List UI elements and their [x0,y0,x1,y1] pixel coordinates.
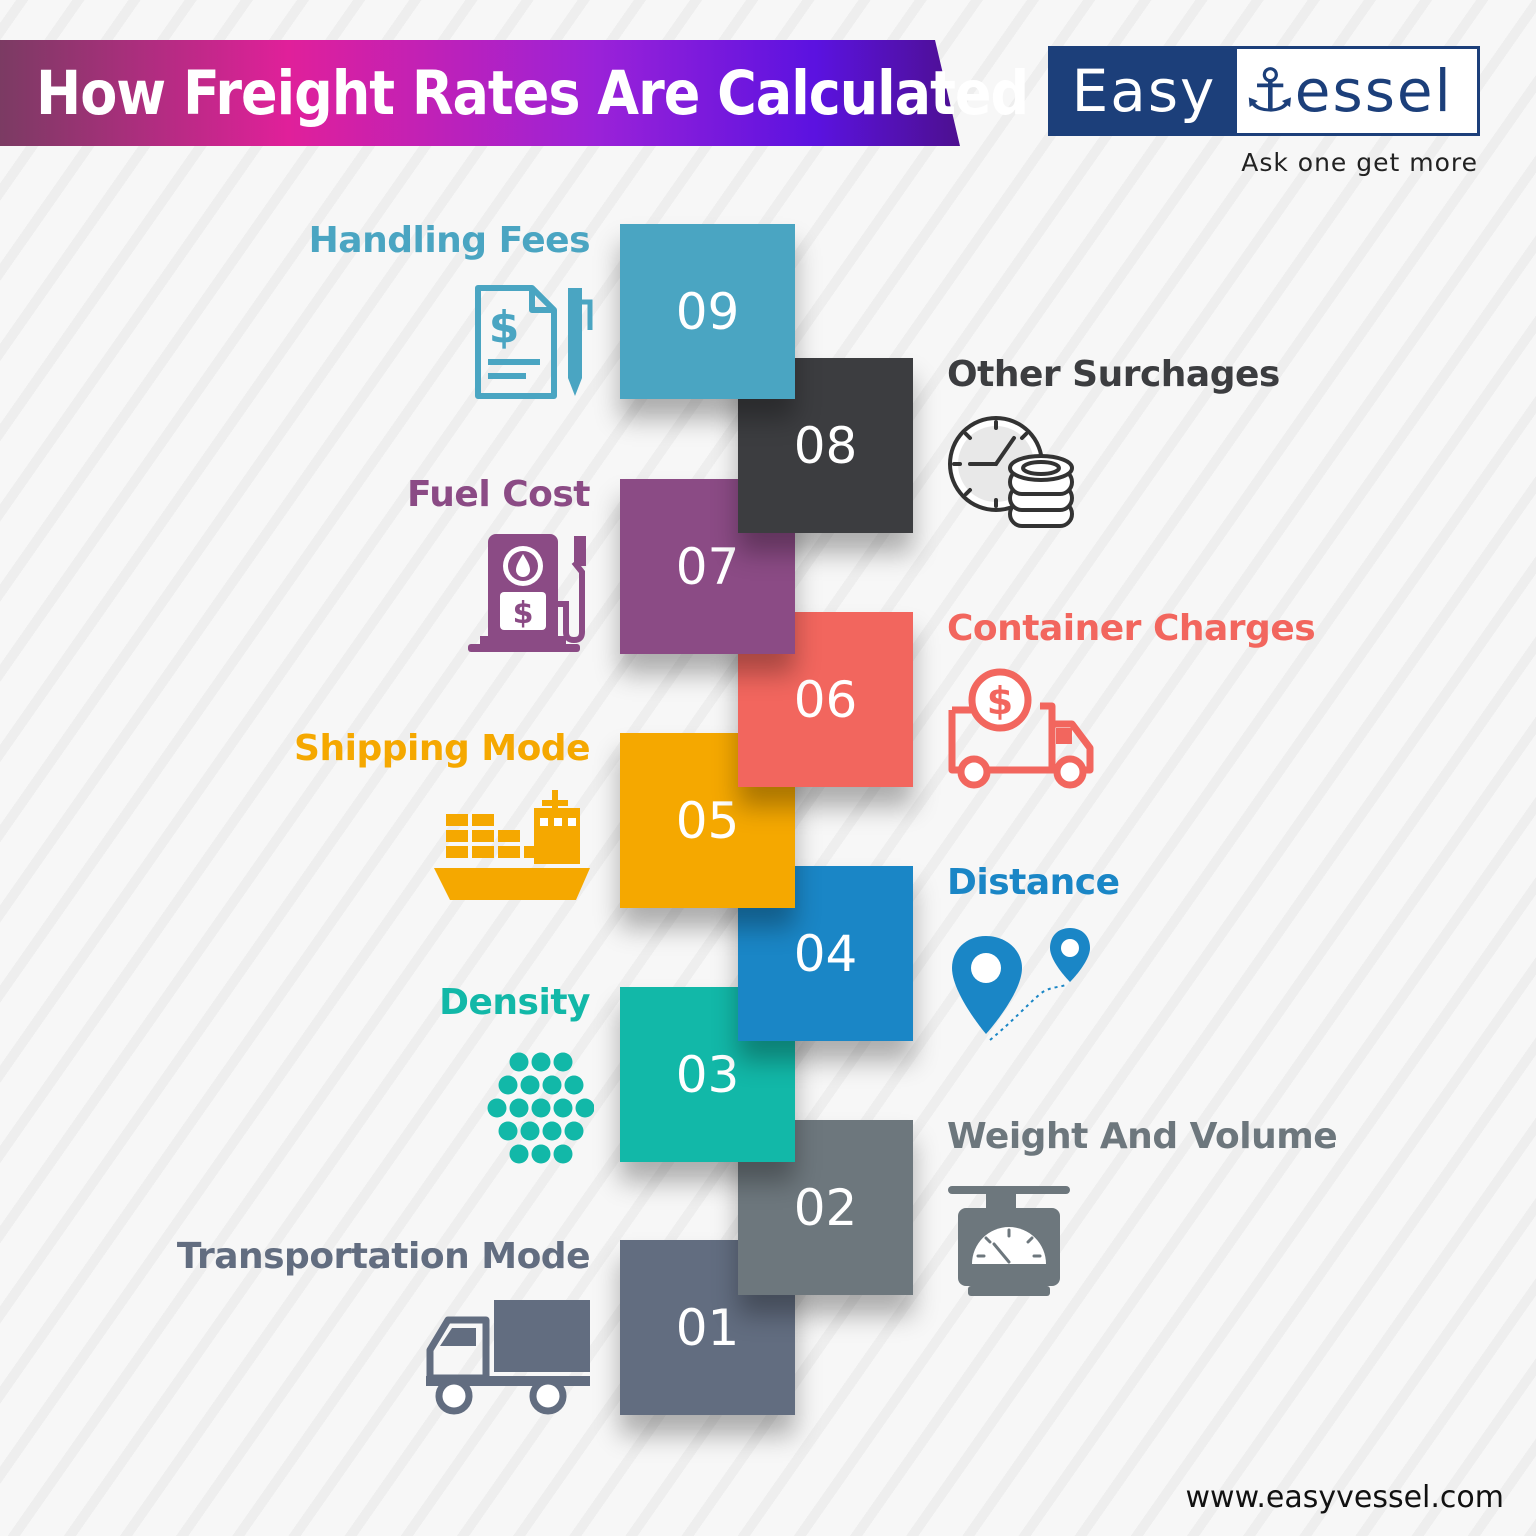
density-dot [531,1144,551,1164]
page-title: How Freight Rates Are Calculated [36,58,1029,129]
delivery-truck-dollar-icon: $ [948,668,1094,789]
density-dot [520,1075,540,1095]
logo-easy: Easy [1051,49,1237,133]
density-dot [531,1098,551,1118]
step-number: 04 [793,924,858,983]
label-fuel-cost: Fuel Cost [406,474,591,515]
svg-text:$: $ [489,302,520,353]
step-box-03: 03 [620,987,795,1162]
density-dot [509,1052,529,1072]
label-distance: Distance [947,862,1120,903]
label-density: Density [439,982,590,1023]
density-dot [487,1098,507,1118]
label-handling-fees: Handling Fees [308,220,591,261]
location-pins-icon [952,928,1090,1041]
step-number: 05 [675,791,740,850]
density-dot [553,1052,573,1072]
density-dot [542,1075,562,1095]
cargo-ship-icon [434,790,590,900]
fuel-pump-icon: $ [468,534,586,652]
density-dot [531,1052,551,1072]
label-weight-and-volume: Weight And Volume [947,1116,1338,1157]
invoice-pen-icon: $ [475,285,593,399]
density-dot [509,1144,529,1164]
scale-icon [948,1186,1070,1296]
logo-vessel-text: essel [1294,57,1453,125]
step-number: 08 [793,416,858,475]
step-number: 06 [793,670,858,729]
density-dot [520,1121,540,1141]
svg-text:$: $ [987,679,1013,723]
density-dot [542,1121,562,1141]
label-transportation-mode: Transportation Mode [176,1236,591,1277]
density-dot [564,1121,584,1141]
easyvessel-logo: Easy ⚓ essel [1048,46,1480,136]
step-number: 07 [675,537,740,596]
truck-icon [426,1300,590,1415]
density-dot [564,1075,584,1095]
density-dot [498,1075,518,1095]
label-other-surcharges: Other Surchages [947,354,1280,395]
logo-tagline: Ask one get more [1241,148,1478,177]
density-dot [509,1098,529,1118]
density-dot [498,1121,518,1141]
svg-text:$: $ [513,596,534,631]
website-url: www.easyvessel.com [1185,1480,1505,1515]
step-number: 09 [675,282,740,341]
step-number: 01 [675,1298,740,1357]
clock-coins-icon [948,416,1074,528]
label-container-charges: Container Charges [947,608,1316,649]
dots-cluster-icon [487,1052,594,1164]
density-dot [553,1098,573,1118]
label-shipping-mode: Shipping Mode [294,728,590,769]
step-number: 03 [675,1045,740,1104]
step-number: 02 [793,1178,858,1237]
logo-vessel: ⚓ essel [1237,49,1477,133]
anchor-icon: ⚓ [1243,56,1299,126]
density-dot [553,1144,573,1164]
title-banner [0,40,960,146]
step-box-09: 09 [620,224,795,399]
density-dot [575,1098,594,1118]
